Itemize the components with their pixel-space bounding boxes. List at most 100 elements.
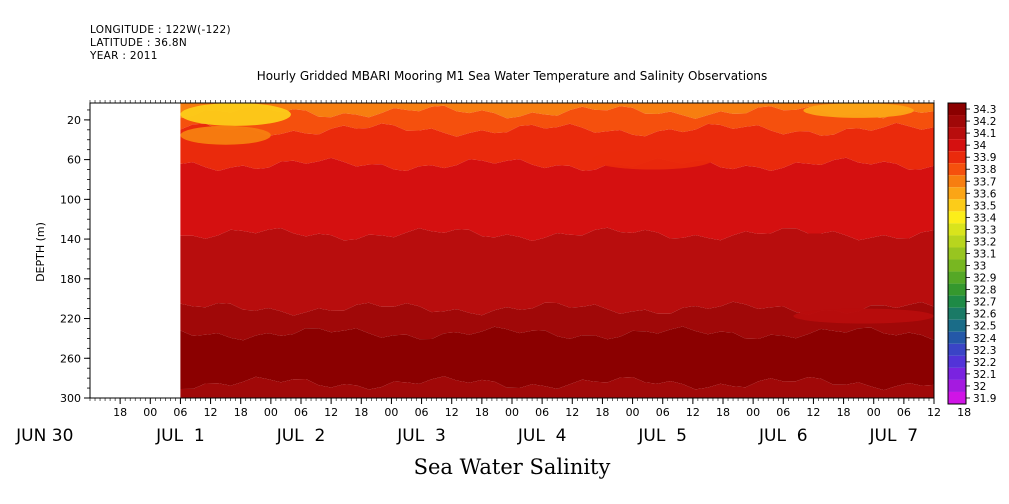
colorbar-frame (947, 102, 967, 405)
x-tick-label: 00 (264, 406, 278, 419)
longitude-label: LONGITUDE : 122W(-122) (90, 24, 231, 36)
y-tick-label: 20 (67, 114, 81, 127)
colorbar-swatch (948, 151, 966, 164)
salinity-feature (180, 103, 291, 126)
salinity-feature (592, 149, 713, 170)
x-tick-label: 18 (354, 406, 368, 419)
salinity-band (180, 301, 934, 341)
salinity-feature (180, 125, 271, 145)
colorbar-swatch (948, 391, 966, 404)
colorbar-swatch (948, 199, 966, 212)
latitude-label: LATITUDE : 36.8N (90, 37, 188, 49)
plot-area (180, 103, 935, 398)
colorbar-label: 33.5 (973, 200, 996, 212)
x-tick-label: 12 (565, 406, 579, 419)
colorbar-swatch (948, 319, 966, 332)
colorbar-label: 32.1 (973, 369, 996, 381)
colorbar-label: 33.1 (973, 249, 996, 261)
salinity-band (180, 376, 934, 398)
salinity-band (180, 122, 934, 171)
colorbar-label: 33.7 (973, 176, 996, 188)
y-tick-label: 60 (67, 154, 81, 167)
x-tick-label: 12 (686, 406, 700, 419)
x-tick-label: 18 (837, 406, 851, 419)
y-tick-label: 100 (60, 193, 81, 206)
colorbar-swatch (948, 139, 966, 152)
y-tick-label: 220 (60, 313, 81, 326)
y-tick-label: 260 (60, 352, 81, 365)
x-tick-label: 18 (234, 406, 248, 419)
axes: 20 60 100 140 180 220 260 300 18 00 06 12 18 00 06 12 18… (15, 100, 971, 446)
x-tick-label: 06 (535, 406, 549, 419)
colorbar-swatch (948, 367, 966, 380)
x-tick-label: 18 (716, 406, 730, 419)
colorbar-label: 32.9 (973, 273, 996, 285)
colorbar-swatch (948, 271, 966, 284)
colorbar-swatch (948, 283, 966, 296)
y-tick-label: 140 (60, 233, 81, 246)
x-day-label: JUL 5 (637, 426, 687, 446)
colorbar-label: 31.9 (973, 393, 996, 405)
salinity-band (180, 157, 934, 241)
chart-title: Hourly Gridded MBARI Mooring M1 Sea Wate… (257, 69, 768, 83)
colorbar-swatch (948, 355, 966, 368)
colorbar-label: 34.3 (973, 104, 996, 116)
x-tick-label: 18 (475, 406, 489, 419)
colorbar-label: 32.5 (973, 321, 996, 333)
colorbar-label: 33.6 (973, 188, 997, 200)
colorbar-swatch (948, 235, 966, 248)
year-label: YEAR : 2011 (90, 50, 158, 62)
salinity-band (180, 326, 934, 391)
x-tick-label: 12 (204, 406, 218, 419)
colorbar-swatch (948, 127, 966, 140)
colorbar-label: 32.7 (973, 297, 996, 309)
x-tick-label: 18 (957, 406, 971, 419)
colorbar-swatch (948, 247, 966, 260)
x-tick-label: 06 (173, 406, 187, 419)
y-tick-label: 300 (60, 392, 81, 405)
x-tick-label: 06 (776, 406, 790, 419)
x-tick-label: 00 (143, 406, 157, 419)
colorbar-label: 32.4 (973, 333, 997, 345)
salinity-band (180, 105, 934, 137)
colorbar-swatch (948, 103, 966, 116)
colorbar-swatch (948, 175, 966, 188)
salinity-feature (803, 103, 914, 118)
colorbar-label: 33 (973, 261, 986, 273)
x-tick-label: 00 (746, 406, 760, 419)
colorbar-swatch (948, 223, 966, 236)
colorbar-label: 34 (973, 140, 987, 152)
colorbar-label: 32 (973, 381, 986, 393)
x-tick-label: 18 (595, 406, 609, 419)
x-tick-label: 12 (806, 406, 820, 419)
x-tick-label: 00 (384, 406, 398, 419)
x-tick-label: 18 (113, 406, 127, 419)
x-day-label: JUL 4 (517, 426, 567, 446)
colorbar-swatch (948, 259, 966, 272)
colorbar-swatch (948, 307, 966, 320)
colorbar-swatch (948, 187, 966, 200)
x-tick-label: 12 (927, 406, 941, 419)
x-tick-label: 12 (324, 406, 338, 419)
y-tick-label: 180 (60, 273, 81, 286)
colorbar-label: 33.9 (973, 152, 996, 164)
colorbar-swatch (948, 115, 966, 128)
x-tick-label: 06 (656, 406, 670, 419)
x-axis-label: Sea Water Salinity (414, 455, 611, 479)
colorbar-label: 33.4 (973, 212, 997, 224)
x-tick-label: 06 (415, 406, 429, 419)
colorbar-swatch (948, 331, 966, 344)
x-day-label: JUN 30 (15, 426, 73, 446)
x-tick-label: 00 (626, 406, 640, 419)
x-tick-label: 06 (294, 406, 308, 419)
x-tick-label: 06 (897, 406, 911, 419)
salinity-band (180, 103, 934, 119)
colorbar-label: 33.8 (973, 164, 996, 176)
colorbar-label: 33.3 (973, 224, 996, 236)
colorbar-label: 32.2 (973, 357, 996, 369)
colorbar-swatch (948, 343, 966, 356)
x-tick-label: 00 (505, 406, 519, 419)
colorbar-label: 34.2 (973, 116, 996, 128)
x-tick-label: 00 (867, 406, 881, 419)
